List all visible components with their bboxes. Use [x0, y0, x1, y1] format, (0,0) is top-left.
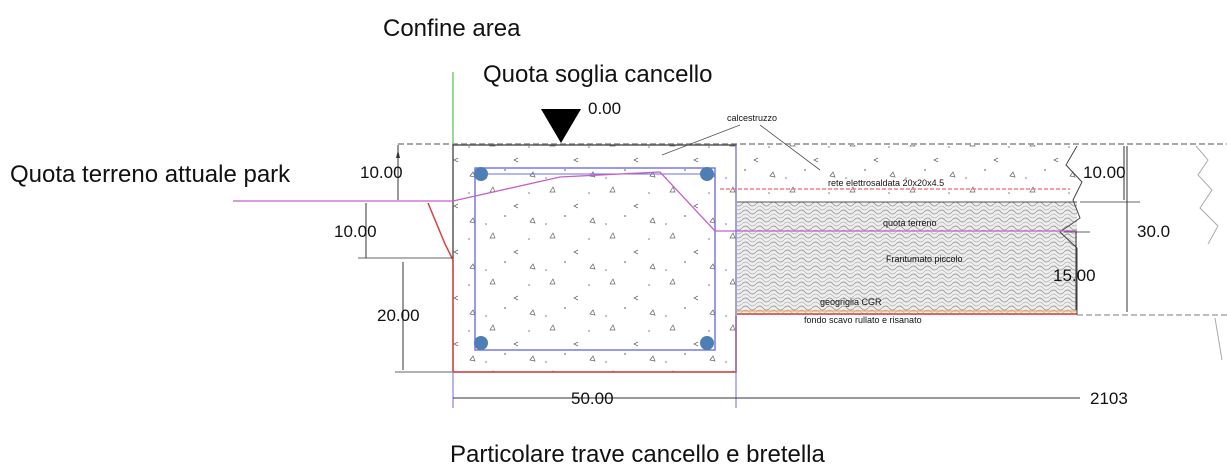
label-rete: rete elettrosaldata 20x20x4.5	[828, 178, 944, 188]
rebar-cage	[474, 167, 716, 351]
dim-beam-top-left: 10.00	[360, 163, 403, 182]
dim-gravel: 15.00	[1053, 266, 1096, 285]
dim-beam-width: 50.00	[571, 389, 614, 408]
rebar-bar	[474, 167, 488, 181]
dim-beam-lower: 20.00	[377, 306, 420, 325]
gravel-layer	[737, 202, 1077, 315]
excavation-slope	[427, 202, 454, 261]
label-fondo-scavo: fondo scavo rullato e risanato	[804, 315, 922, 325]
dim-total-depth: 30.0	[1137, 222, 1170, 241]
label-quota-terreno: Quota terreno attuale park	[10, 161, 291, 188]
ground-line	[233, 171, 1077, 232]
break-line	[1059, 145, 1083, 315]
label-quota-soglia: Quota soglia cancello	[483, 61, 712, 88]
label-confine-area: Confine area	[383, 15, 521, 42]
rebar-bar	[474, 336, 488, 350]
dim-extra: 2103	[1090, 389, 1128, 408]
label-geogriglia: geogriglia CGR	[820, 297, 882, 307]
label-frantumato: Frantumato piccolo	[886, 254, 963, 264]
beam-section	[452, 144, 737, 373]
rebar-bar	[700, 336, 714, 350]
slab-concrete	[737, 145, 1077, 202]
rebar-bar	[700, 167, 714, 181]
dim-ground-step: 10.00	[334, 222, 377, 241]
label-zero-level: 0.00	[588, 99, 621, 118]
label-calcestruzzo: calcestruzzo	[727, 113, 777, 123]
level-marker-icon	[541, 109, 581, 143]
dim-slab-top-right: 10.00	[1083, 163, 1126, 182]
caption: Particolare trave cancello e bretella	[450, 441, 826, 468]
label-quota-terreno-small: quota terreno	[883, 218, 937, 228]
